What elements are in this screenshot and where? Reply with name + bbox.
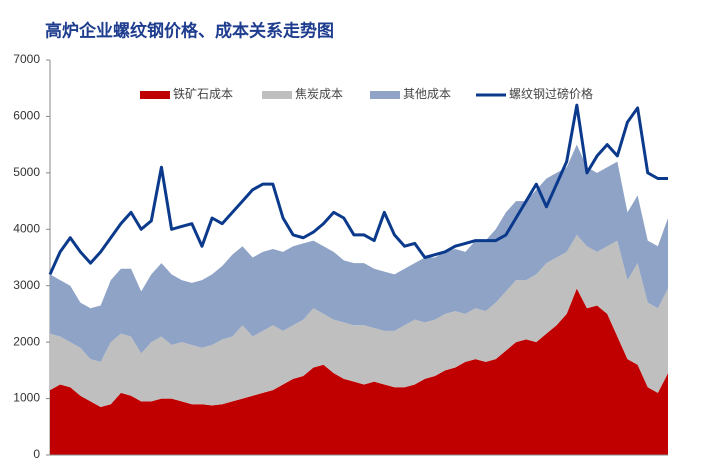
legend-label: 螺纹钢过磅价格 — [509, 86, 593, 101]
area — [50, 288, 668, 455]
y-tick-label: 0 — [33, 447, 40, 461]
legend-swatch — [370, 91, 400, 99]
y-tick-label: 1000 — [13, 391, 40, 405]
area — [50, 144, 668, 362]
line — [48, 103, 668, 276]
y-tick-label: 3000 — [13, 278, 40, 292]
legend-label: 焦炭成本 — [295, 87, 343, 101]
legend-label: 其他成本 — [403, 87, 451, 101]
legend-swatch — [140, 91, 170, 99]
y-tick-label: 2000 — [13, 334, 40, 348]
y-tick-label: 7000 — [13, 52, 40, 66]
legend-label: 铁矿石成本 — [173, 87, 233, 101]
chart-title: 高炉企业螺纹钢价格、成本关系走势图 — [45, 21, 334, 42]
y-tick-label: 6000 — [13, 109, 40, 123]
y-tick-label: 5000 — [13, 165, 40, 179]
area — [50, 234, 668, 408]
legend-swatch — [262, 91, 292, 99]
y-tick-label: 4000 — [13, 221, 40, 235]
